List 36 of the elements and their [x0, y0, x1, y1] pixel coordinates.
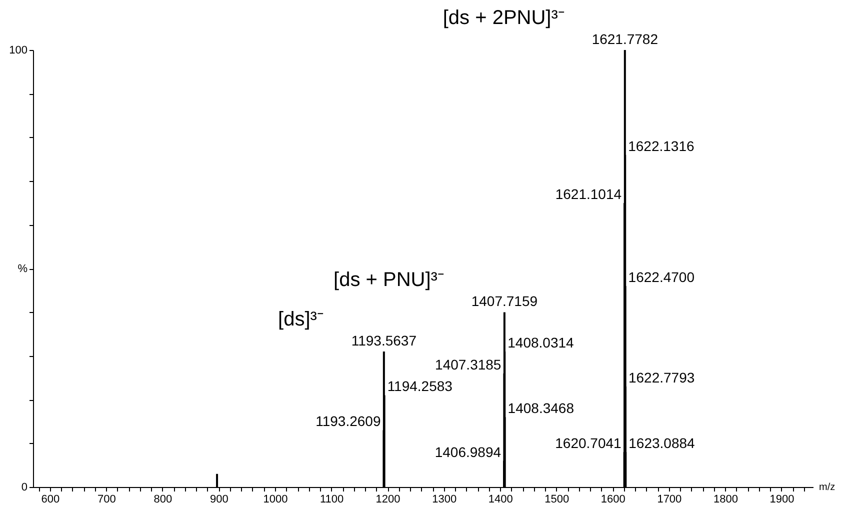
- annotation: 1622.1316: [628, 138, 694, 154]
- x-tick-label: 1500: [544, 494, 570, 506]
- annotation: [ds]³⁻: [278, 308, 324, 331]
- x-tick-label: 1100: [320, 494, 344, 506]
- x-tick-label: 1000: [263, 494, 288, 506]
- x-tick-label: 1700: [657, 494, 682, 506]
- y-tick-label: 100: [9, 44, 28, 56]
- annotation: [ds + PNU]³⁻: [334, 269, 444, 292]
- annotation: 1406.9894: [434, 444, 502, 460]
- x-tick-label: 1600: [600, 494, 626, 506]
- x-tick-label: 1300: [432, 494, 457, 506]
- text: [ds + 2PNU]³⁻: [442, 7, 565, 29]
- annotation: 1407.3185: [435, 356, 502, 372]
- annotation: 1193.2609: [316, 413, 381, 430]
- annotation: 1193.5637: [351, 332, 417, 349]
- annotation: 1621.7782: [592, 31, 658, 47]
- x-tick-label: 1900: [770, 494, 794, 506]
- annotation: 1194.2583: [387, 378, 453, 394]
- x-tick-label: 600: [41, 494, 60, 506]
- x-tick-label: 900: [210, 494, 228, 506]
- x-tick-label: 700: [97, 494, 116, 506]
- y-tick-label: %: [18, 263, 28, 275]
- x-tick-label: 1200: [376, 494, 400, 506]
- x-tick-label: 1800: [713, 494, 738, 506]
- annotation: 1620.7041: [555, 435, 622, 452]
- annotation: 1622.7793: [628, 369, 695, 386]
- x-tick-label: 1400: [488, 494, 513, 506]
- x-tick-label: 800: [154, 494, 172, 506]
- x-axis-title: m/z: [819, 482, 836, 493]
- annotation: 1622.4700: [628, 268, 695, 285]
- y-tick-label: 0: [21, 482, 28, 494]
- annotation: 1623.0884: [628, 435, 696, 452]
- annotation: 1408.3468: [508, 400, 574, 416]
- annotation: 1408.0314: [508, 334, 574, 351]
- annotation: 1621.1014: [555, 186, 622, 202]
- annotation: 1407.7159: [471, 293, 538, 310]
